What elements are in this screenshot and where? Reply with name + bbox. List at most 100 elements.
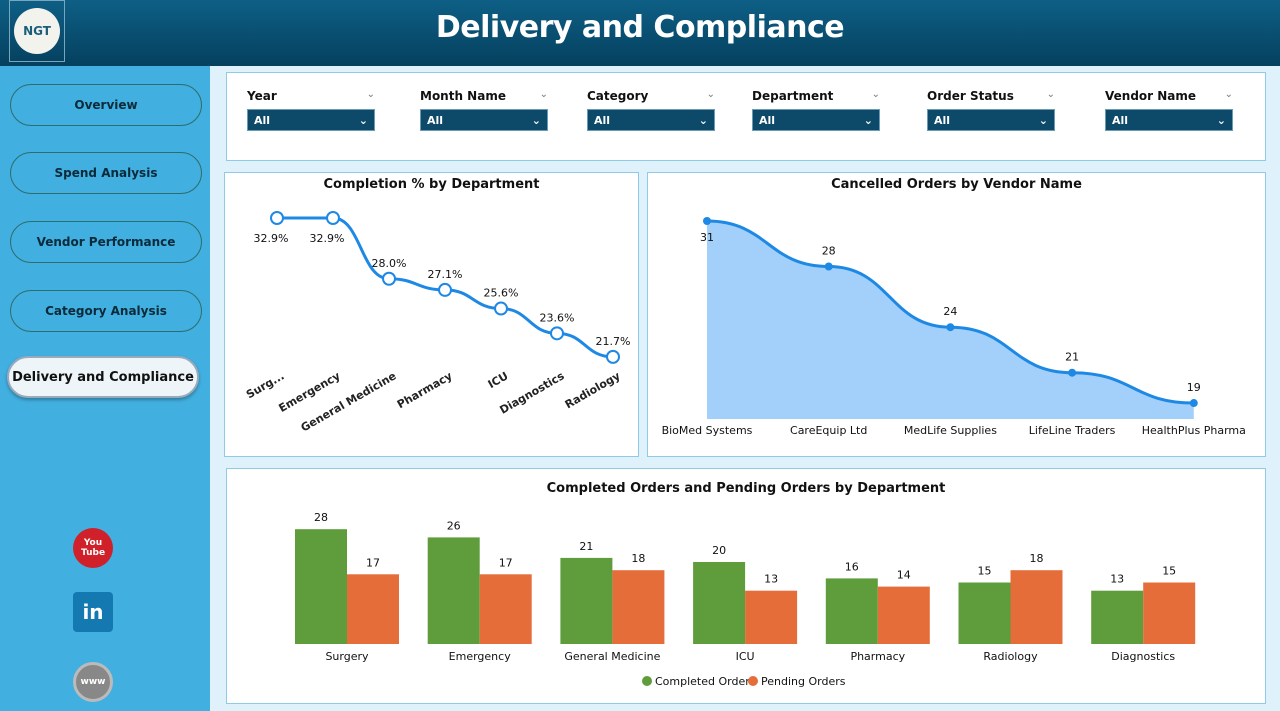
- nav-delivery-and-compliance[interactable]: Delivery and Compliance: [7, 356, 199, 398]
- filter-order-status: Order Status ⌄ All ⌄: [927, 89, 1055, 131]
- globe-icon[interactable]: www: [73, 662, 113, 702]
- x-tick-label: ICU: [736, 650, 755, 663]
- filter-dropdown[interactable]: All ⌄: [752, 109, 880, 131]
- filter-department: Department ⌄ All ⌄: [752, 89, 880, 131]
- data-label: 21: [1065, 351, 1079, 364]
- x-tick-label: Pharmacy: [850, 650, 905, 663]
- logo: NGT: [9, 0, 65, 62]
- data-label: 13: [1110, 573, 1124, 586]
- x-tick-label: Emergency: [449, 650, 512, 663]
- data-label: 26: [447, 519, 461, 532]
- cancelled-chart: Cancelled Orders by Vendor Name 31 BioMed…: [647, 172, 1266, 457]
- filter-category: Category ⌄ All ⌄: [587, 89, 715, 131]
- data-label: 28: [822, 245, 836, 258]
- data-label: 14: [897, 569, 911, 582]
- filter-label-text: Order Status: [927, 89, 1014, 103]
- legend-marker: [748, 676, 758, 686]
- filter-dropdown[interactable]: All ⌄: [927, 109, 1055, 131]
- data-label: 18: [1030, 552, 1044, 565]
- x-tick-label: Surgery: [325, 650, 369, 663]
- filter-value: All: [427, 113, 444, 127]
- nav-category-analysis[interactable]: Category Analysis: [10, 290, 202, 332]
- chevron-down-icon: ⌄: [698, 113, 708, 127]
- page-title: Delivery and Compliance: [435, 10, 845, 45]
- filter-dropdown[interactable]: All ⌄: [247, 109, 375, 131]
- legend-marker: [642, 676, 652, 686]
- filter-label-text: Category: [587, 89, 649, 103]
- chevron-down-icon[interactable]: ⌄: [706, 89, 715, 100]
- bar-pending: [612, 570, 665, 644]
- x-tick-label: CareEquip Ltd: [790, 424, 867, 437]
- chevron-down-icon: ⌄: [531, 113, 541, 127]
- data-point: [606, 349, 620, 364]
- x-tick-label: ICU: [486, 369, 511, 391]
- x-tick-label: Radiology: [563, 369, 623, 411]
- bar-completed: [1091, 590, 1144, 644]
- data-label: 21: [579, 540, 593, 553]
- data-label: 17: [366, 556, 380, 569]
- data-label: 24: [943, 305, 957, 318]
- data-label: 20: [712, 544, 726, 557]
- data-label: 17: [499, 556, 513, 569]
- x-tick-label: Radiology: [983, 650, 1038, 663]
- youtube-icon[interactable]: You Tube: [73, 528, 113, 568]
- chevron-down-icon: ⌄: [358, 113, 368, 127]
- orders-chart: Completed Orders and Pending Orders by D…: [226, 468, 1266, 704]
- data-point: [1189, 399, 1198, 408]
- data-label: 31: [700, 231, 714, 244]
- x-tick-label: BioMed Systems: [662, 424, 753, 437]
- sidebar: Overview Spend Analysis Vendor Performan…: [0, 66, 210, 711]
- bar-pending: [479, 574, 532, 644]
- chevron-down-icon[interactable]: ⌄: [1224, 89, 1233, 100]
- nav-spend-analysis[interactable]: Spend Analysis: [10, 152, 202, 194]
- x-tick-label: Surg...: [244, 369, 287, 401]
- bar-pending: [347, 574, 399, 644]
- data-point: [326, 211, 340, 225]
- x-tick-label: MedLife Supplies: [904, 424, 997, 437]
- bar-pending: [1010, 570, 1063, 644]
- filter-dropdown[interactable]: All ⌄: [1105, 109, 1233, 131]
- filter-panel: Year ⌄ All ⌄ Month Name ⌄ All ⌄ Category ⌄ All ⌄…: [226, 72, 1266, 161]
- data-point: [824, 262, 833, 271]
- header: NGT Delivery and Compliance: [0, 0, 1280, 66]
- filter-dropdown[interactable]: All ⌄: [587, 109, 715, 131]
- filter-dropdown[interactable]: All ⌄: [420, 109, 548, 131]
- nav-overview[interactable]: Overview: [10, 84, 202, 126]
- filter-label-text: Month Name: [420, 89, 506, 103]
- data-label: 15: [978, 565, 992, 578]
- data-label: 28.0%: [372, 257, 407, 270]
- chevron-down-icon[interactable]: ⌄: [1046, 89, 1055, 100]
- linkedin-icon[interactable]: in: [73, 592, 113, 632]
- data-label: 18: [631, 552, 645, 565]
- filter-label-text: Year: [247, 89, 277, 103]
- data-point: [494, 301, 508, 316]
- data-label: 19: [1187, 381, 1201, 394]
- filter-value: All: [1112, 113, 1129, 127]
- filter-label: Month Name ⌄: [420, 89, 548, 103]
- chevron-down-icon[interactable]: ⌄: [366, 89, 375, 100]
- data-point: [382, 271, 396, 286]
- nav-vendor-performance[interactable]: Vendor Performance: [10, 221, 202, 263]
- x-tick-label: Pharmacy: [395, 369, 455, 411]
- filter-label-text: Vendor Name: [1105, 89, 1197, 103]
- filter-label: Order Status ⌄: [927, 89, 1055, 103]
- chevron-down-icon[interactable]: ⌄: [871, 89, 880, 100]
- logo-mark: NGT: [14, 8, 60, 54]
- data-label: 32.9%: [254, 232, 289, 245]
- data-label: 32.9%: [310, 232, 345, 245]
- filter-label: Year ⌄: [247, 89, 375, 103]
- bar-completed: [825, 578, 878, 644]
- data-point: [550, 326, 564, 341]
- chevron-down-icon[interactable]: ⌄: [539, 89, 548, 100]
- legend-label: Completed Orders: [655, 675, 756, 688]
- chart-title: Cancelled Orders by Vendor Name: [831, 177, 1082, 192]
- filter-value: All: [934, 113, 951, 127]
- data-label: 13: [764, 573, 778, 586]
- filter-label: Vendor Name ⌄: [1105, 89, 1233, 103]
- chevron-down-icon: ⌄: [1038, 113, 1048, 127]
- bar-pending: [745, 590, 798, 644]
- data-point: [270, 211, 284, 225]
- data-point: [1068, 368, 1077, 377]
- data-label: 15: [1162, 565, 1176, 578]
- data-label: 25.6%: [484, 287, 519, 300]
